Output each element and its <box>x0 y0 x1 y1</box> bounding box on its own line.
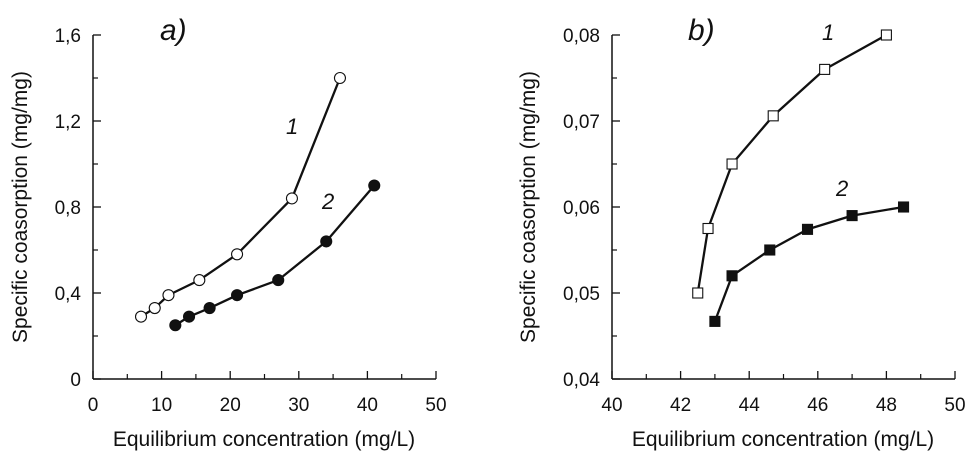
a-y-tick-label: 0,8 <box>55 198 81 219</box>
a-series-1-point <box>148 301 161 315</box>
a-x-tick-label: 10 <box>151 395 172 416</box>
a-curve-label-2: 2 <box>321 189 334 214</box>
a-series-1-point <box>193 274 206 287</box>
a-x-tick-label: 50 <box>425 395 446 416</box>
b-y-tick-label: 0,08 <box>563 26 600 47</box>
b-y-tick-label: 0,07 <box>563 112 600 133</box>
b-y-tick-label: 0,06 <box>563 198 600 219</box>
b-x-tick-label: 46 <box>807 395 828 416</box>
b-series-2-line <box>713 205 904 322</box>
a-series-2-point <box>320 235 333 248</box>
a-y-tick-label: 0 <box>70 370 81 391</box>
b-x-tick-label: 42 <box>670 395 691 416</box>
a-y-tick-label: 0,4 <box>55 284 82 305</box>
a-x-tick-label: 20 <box>220 395 241 416</box>
panel-a: 0 10 20 30 40 50 0 0,4 0,8 1,2 1,6 Equilibrium conc… <box>9 14 447 451</box>
b-series-1-point <box>726 158 738 170</box>
a-x-tick-label: 40 <box>357 395 378 416</box>
a-series-2-point <box>203 301 216 315</box>
a-series-2-point <box>231 289 244 302</box>
b-series-2-point <box>897 201 910 213</box>
a-y-axis-title: Specific coasorption (mg/mg) <box>9 71 32 343</box>
b-series-1-point <box>767 110 779 122</box>
b-panel-label: b) <box>688 14 715 47</box>
b-x-tick-label: 50 <box>944 395 965 416</box>
panel-b: 40 42 44 46 48 50 0,04 0,05 0,06 0,07 0,08 Equilibr… <box>517 14 966 451</box>
a-series-2-point <box>169 319 182 332</box>
b-series-1-line <box>696 33 887 294</box>
b-series-1-point <box>880 29 892 41</box>
b-series-2-point <box>846 210 858 222</box>
a-series-2-point <box>182 310 196 323</box>
a-series-1-point <box>162 289 175 302</box>
b-series-2-point <box>801 223 814 235</box>
a-series-2-point <box>272 274 285 287</box>
b-y-axis-title: Specific coasorption (mg/mg) <box>517 71 540 343</box>
a-y-tick-label: 1,2 <box>55 112 81 133</box>
b-x-axis-title: Equilibrium concentration (mg/L) <box>632 428 934 451</box>
b-curve-label-2: 2 <box>835 176 848 201</box>
b-series-2-point <box>709 315 721 327</box>
b-series-1-point <box>702 222 714 235</box>
a-curve-label-1: 1 <box>286 114 298 139</box>
b-series-1-point <box>692 287 704 299</box>
b-x-tick-label: 44 <box>739 395 761 416</box>
b-series-1-point <box>819 63 831 75</box>
b-x-tick-label: 40 <box>601 395 622 416</box>
b-y-tick-label: 0,05 <box>563 284 600 305</box>
b-series-2-point <box>764 244 776 256</box>
a-x-tick-label: 30 <box>288 395 309 416</box>
b-curve-label-1: 1 <box>822 20 834 45</box>
b-y-tick-label: 0,04 <box>563 370 600 391</box>
b-x-tick-label: 48 <box>876 395 897 416</box>
a-series-2-point <box>368 179 381 192</box>
a-series-1-point <box>333 71 347 85</box>
a-series-1-point <box>285 192 298 205</box>
a-series-1-point <box>231 248 244 261</box>
a-x-axis-title: Equilibrium concentration (mg/L) <box>113 428 415 451</box>
a-series-1-point <box>134 310 148 323</box>
a-panel-label: a) <box>160 14 187 47</box>
a-series-1-line <box>140 77 342 318</box>
a-x-tick-label: 0 <box>88 395 99 416</box>
b-series-2-point <box>726 270 738 282</box>
a-y-tick-label: 1,6 <box>55 26 81 47</box>
